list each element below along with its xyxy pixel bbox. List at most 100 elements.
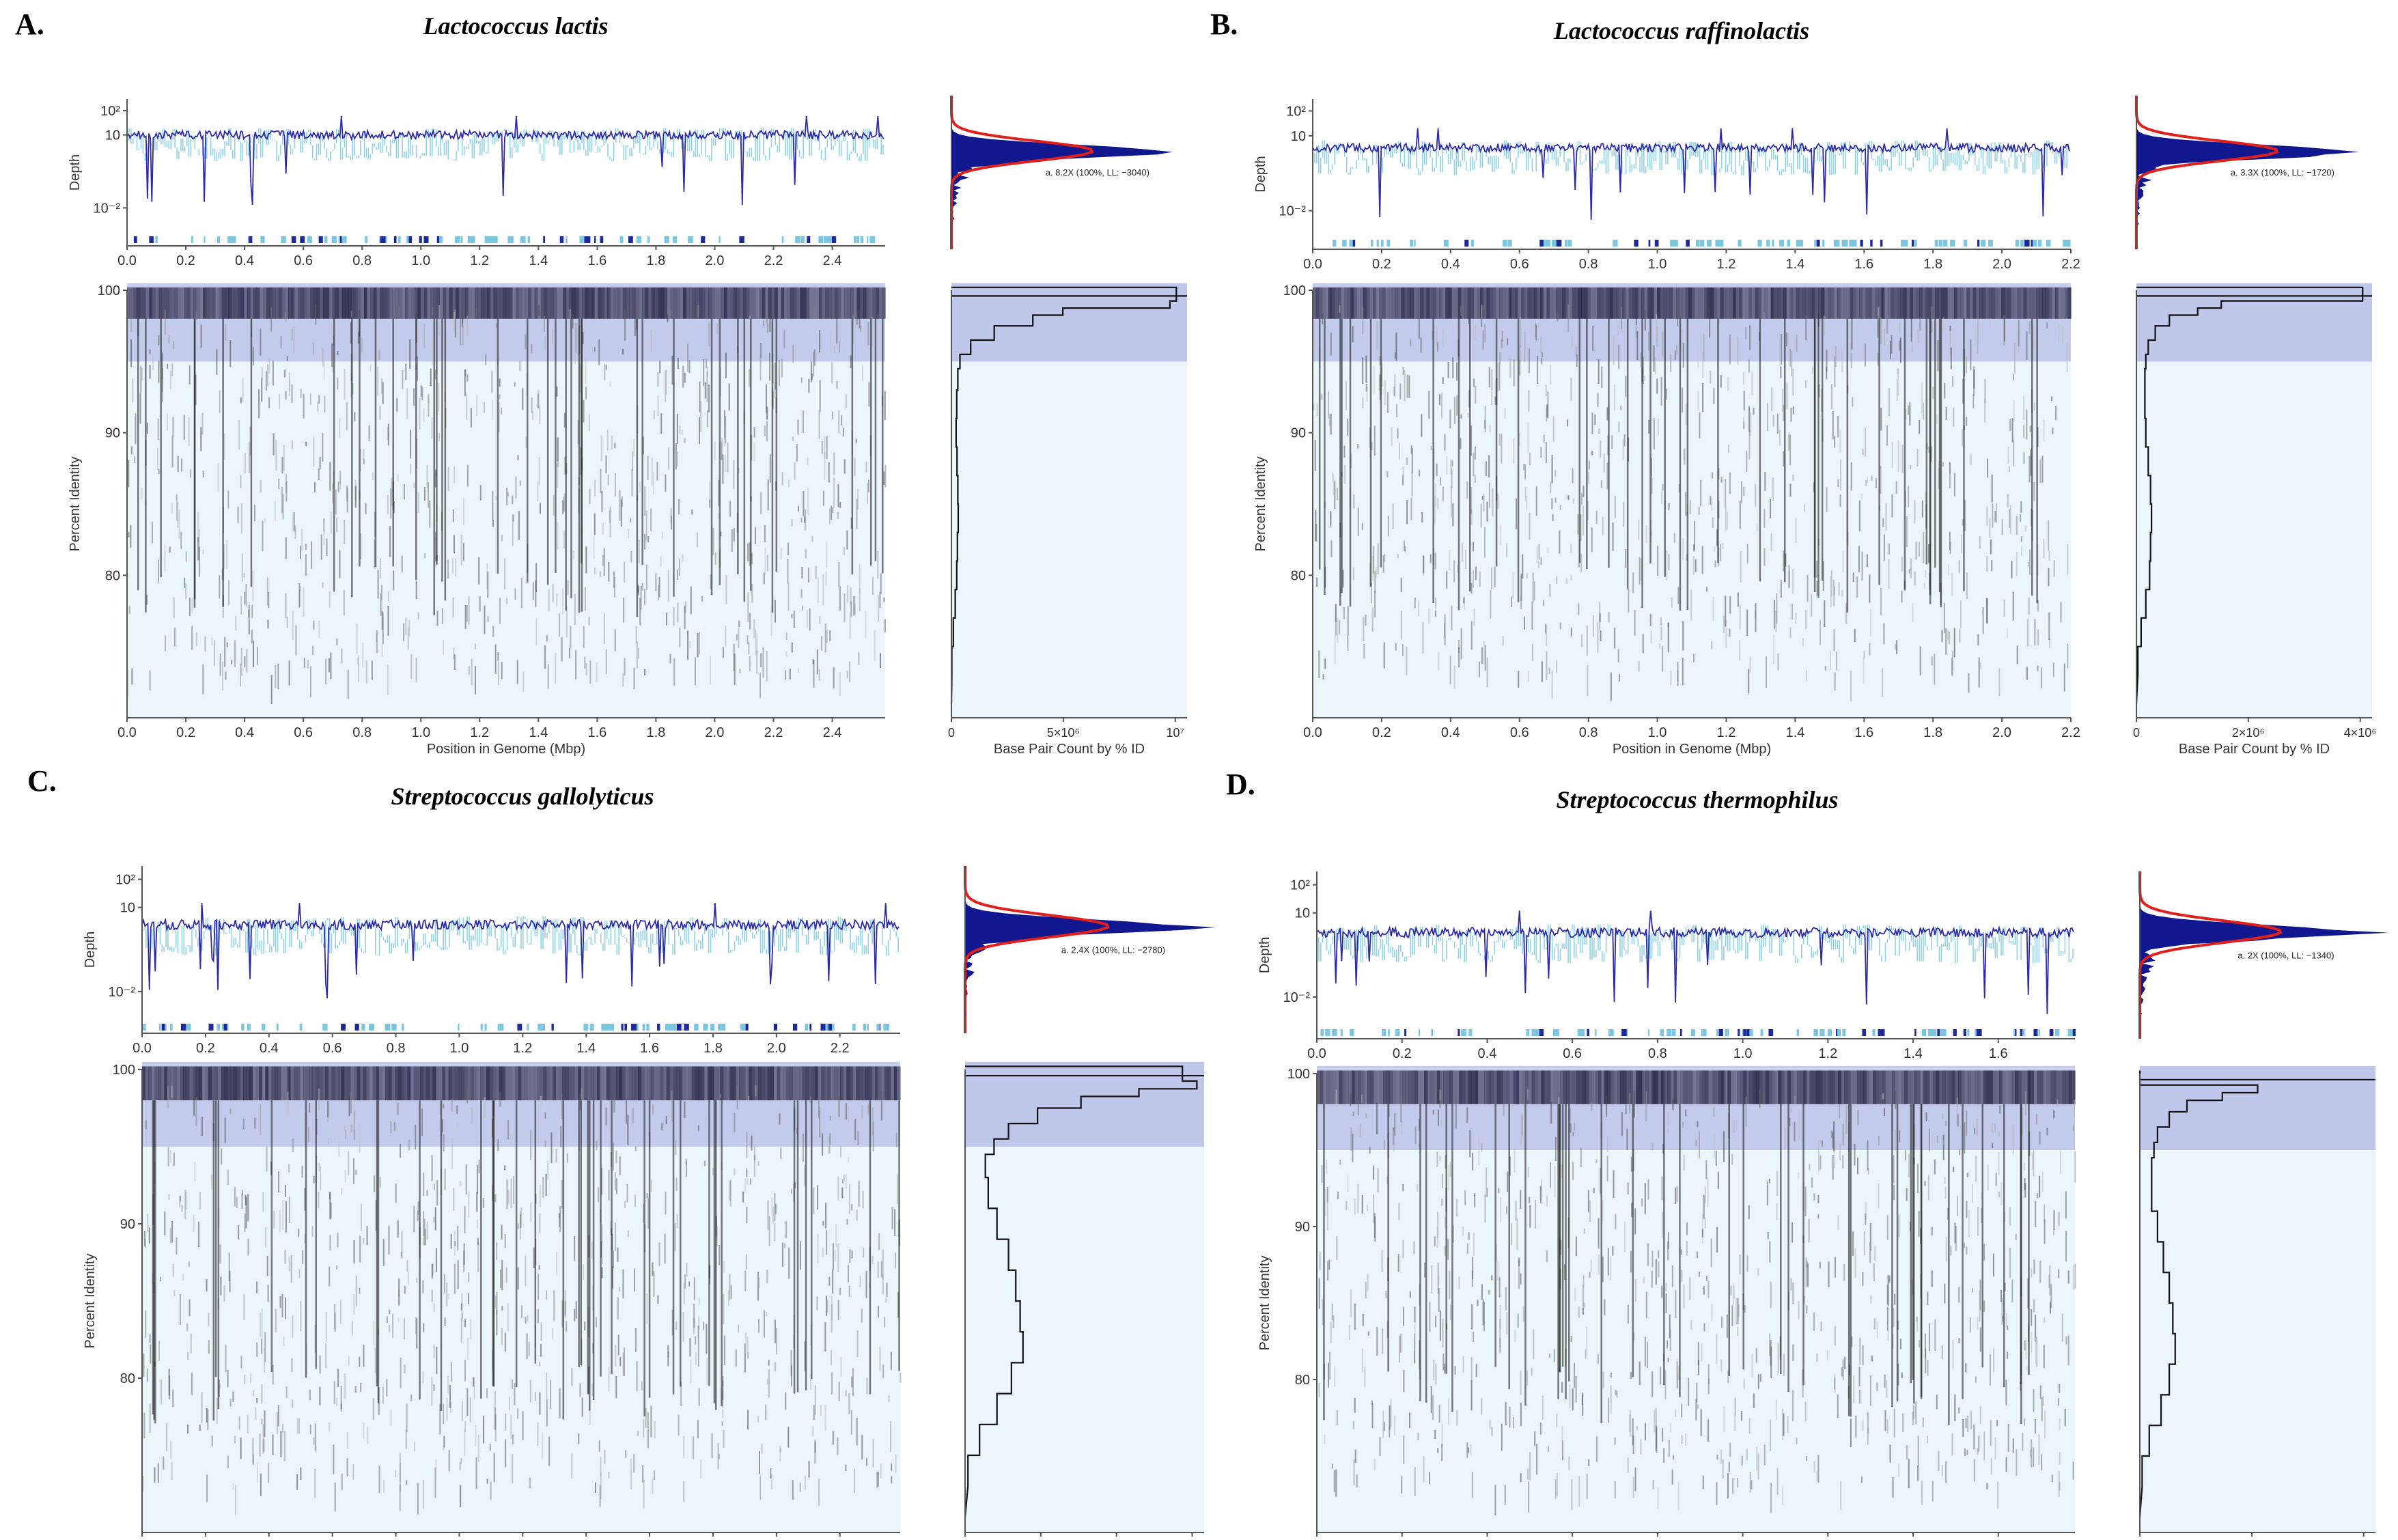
depth-x-tick-label: 1.8 [647, 253, 666, 268]
read-cell [1838, 582, 1840, 596]
read-cell [1322, 313, 1324, 324]
top-identity-cell [1755, 1070, 1760, 1104]
read-cell [574, 1236, 576, 1261]
top-identity-cell [1451, 287, 1455, 319]
read-cell [1968, 675, 1970, 694]
read-cell [1610, 1372, 1612, 1377]
read-cell [1665, 1293, 1667, 1313]
read-cell [746, 1168, 747, 1177]
read-cell [158, 1341, 160, 1362]
top-identity-cell [410, 1066, 415, 1101]
read-cell [261, 378, 263, 402]
read-cell [1347, 606, 1349, 636]
rug-mark [631, 1024, 637, 1031]
read-cell [1929, 1129, 1930, 1151]
read-cell [2027, 561, 2029, 567]
read-cell [1336, 1236, 1338, 1260]
read-cell [1656, 314, 1658, 342]
read-cell [197, 512, 199, 542]
read-cell [1421, 414, 1423, 437]
read-cell [582, 331, 584, 344]
top-identity-cell [291, 287, 295, 319]
top-identity-cell [1764, 287, 1768, 319]
read-cell [543, 316, 545, 332]
read-cell [1854, 628, 1856, 642]
top-identity-cell [1830, 287, 1835, 319]
read-cell [436, 1180, 438, 1206]
read-cell [687, 343, 689, 373]
top-identity-cell [499, 287, 503, 319]
read-cell [463, 499, 465, 525]
read-cell [504, 1332, 506, 1352]
read-cell [583, 626, 585, 649]
read-cell [1475, 566, 1477, 580]
top-identity-cell [647, 1066, 652, 1101]
read-cell [807, 487, 809, 515]
read-cell [686, 1262, 688, 1277]
read-cell [819, 615, 821, 624]
top-identity-cell [1455, 287, 1459, 319]
read-cell [260, 480, 262, 493]
rug-mark [1667, 1029, 1671, 1036]
rug-mark [281, 236, 286, 243]
read-cell [560, 1126, 562, 1147]
conserved-streak [882, 318, 884, 574]
read-cell [775, 600, 776, 623]
read-cell [1386, 471, 1389, 477]
read-cell [1437, 1212, 1439, 1239]
read-cell [628, 529, 630, 539]
top-identity-cell [338, 287, 343, 319]
read-cell [382, 1239, 385, 1266]
top-identity-cell [514, 1066, 518, 1101]
top-identity-cell [1550, 1070, 1554, 1104]
read-cell [260, 1313, 261, 1337]
read-cell [1655, 1424, 1657, 1451]
top-identity-cell [296, 1066, 301, 1101]
read-cell [1850, 353, 1852, 369]
read-cell [1565, 578, 1567, 584]
rug-mark [1443, 240, 1449, 247]
read-cell [1626, 1128, 1628, 1150]
read-cell [1581, 493, 1583, 505]
read-cell [1947, 630, 1949, 641]
read-cell [1501, 339, 1503, 348]
top-identity-cell [2050, 1070, 2054, 1104]
read-cell [519, 480, 521, 486]
top-identity-cell [815, 1066, 819, 1101]
top-identity-cell [887, 1066, 891, 1101]
read-cell [1928, 446, 1930, 453]
read-cell [825, 1202, 827, 1229]
read-cell [176, 1237, 178, 1255]
top-identity-cell [670, 287, 674, 319]
read-cell [1952, 376, 1953, 387]
rug-mark [647, 236, 650, 243]
read-cell [2072, 1461, 2074, 1480]
read-cell [788, 1247, 790, 1279]
read-cell [1818, 1140, 1820, 1172]
top-identity-cell [1344, 287, 1348, 319]
read-cell [473, 1377, 475, 1399]
top-identity-cell [341, 287, 346, 319]
top-identity-cell [219, 287, 223, 319]
read-cell [1373, 366, 1375, 394]
top-identity-cell [301, 287, 305, 319]
read-cell [856, 499, 858, 529]
read-cell [1698, 1271, 1700, 1277]
read-cell [1869, 643, 1871, 656]
read-cell [744, 1270, 747, 1291]
read-cell [1709, 308, 1711, 338]
read-cell [505, 1268, 507, 1283]
genome-tick-label: 2.0 [706, 725, 725, 740]
read-cell [346, 485, 348, 502]
read-cell [2043, 420, 2045, 442]
top-identity-cell [474, 287, 478, 319]
read-cell [2000, 1289, 2002, 1302]
top-identity-cell [1363, 287, 1367, 319]
read-cell [318, 620, 320, 639]
read-cell [285, 474, 287, 494]
read-cell [268, 397, 270, 408]
top-identity-cell [230, 1066, 234, 1101]
rug-mark [1940, 1029, 1944, 1036]
top-identity-cell [1891, 1070, 1895, 1104]
read-cell [1473, 608, 1475, 626]
